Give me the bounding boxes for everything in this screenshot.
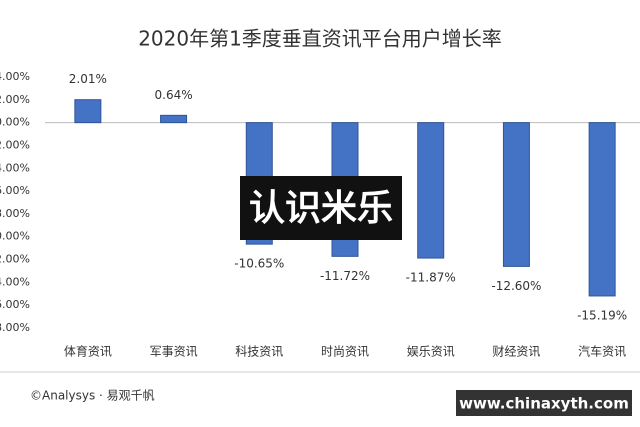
y-tick-label: -10.00% [0, 230, 30, 243]
overlay: 认识米乐 www.chinaxyth.com [240, 176, 632, 416]
y-tick-label: -14.00% [0, 275, 30, 288]
bar [502, 122, 530, 267]
y-tick-label: -8.00% [0, 207, 30, 220]
x-tick-label: 科技资讯 [235, 345, 283, 359]
y-tick-label: -18.00% [0, 321, 30, 334]
value-label: -12.60% [491, 279, 541, 293]
y-tick-label: -6.00% [0, 184, 30, 197]
y-tick-label: 4.00% [0, 70, 30, 83]
bar [588, 122, 616, 297]
value-label: -10.65% [234, 257, 284, 271]
value-label: -11.87% [406, 271, 456, 285]
value-label: 2.01% [69, 72, 107, 86]
bar [160, 114, 188, 124]
y-tick-label: -2.00% [0, 138, 30, 151]
site-text: www.chinaxyth.com [459, 395, 629, 413]
y-tick-label: 2.00% [0, 93, 30, 106]
value-label: 0.64% [155, 88, 193, 102]
x-tick-label: 汽车资讯 [578, 344, 626, 359]
y-tick-label: 0.00% [0, 116, 30, 129]
banner-box [240, 176, 402, 240]
x-tick-label: 娱乐资讯 [407, 345, 455, 359]
source: ©Analysys · 易观千帆 [30, 388, 155, 403]
value-label: -15.19% [577, 308, 627, 322]
y-tick-label: -16.00% [0, 298, 30, 311]
banner-text: 认识米乐 [249, 188, 393, 229]
x-tick-label: 体育资讯 [64, 344, 112, 359]
y-tick-label: -4.00% [0, 161, 30, 174]
bar [417, 122, 445, 259]
x-tick-label: 时尚资讯 [321, 345, 369, 359]
bar [74, 99, 102, 124]
y-tick-label: -12.00% [0, 253, 30, 266]
site-box [456, 390, 632, 416]
x-tick-label: 军事资讯 [150, 345, 198, 359]
chart-title: 2020年第1季度垂直资讯平台用户增长率 [138, 27, 502, 51]
x-tick-label: 财经资讯 [492, 345, 540, 359]
value-label: -11.72% [320, 269, 370, 283]
